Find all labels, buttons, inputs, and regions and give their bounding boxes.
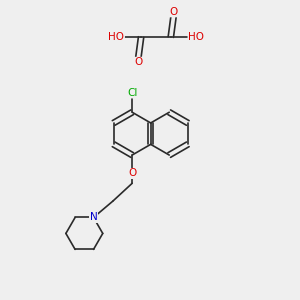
Text: HO: HO bbox=[108, 32, 124, 42]
Text: N: N bbox=[90, 212, 98, 223]
Text: N: N bbox=[90, 212, 98, 223]
Text: Cl: Cl bbox=[127, 88, 137, 98]
Text: O: O bbox=[128, 169, 136, 178]
Text: O: O bbox=[134, 57, 142, 67]
Text: HO: HO bbox=[188, 32, 204, 42]
Text: O: O bbox=[170, 7, 178, 17]
